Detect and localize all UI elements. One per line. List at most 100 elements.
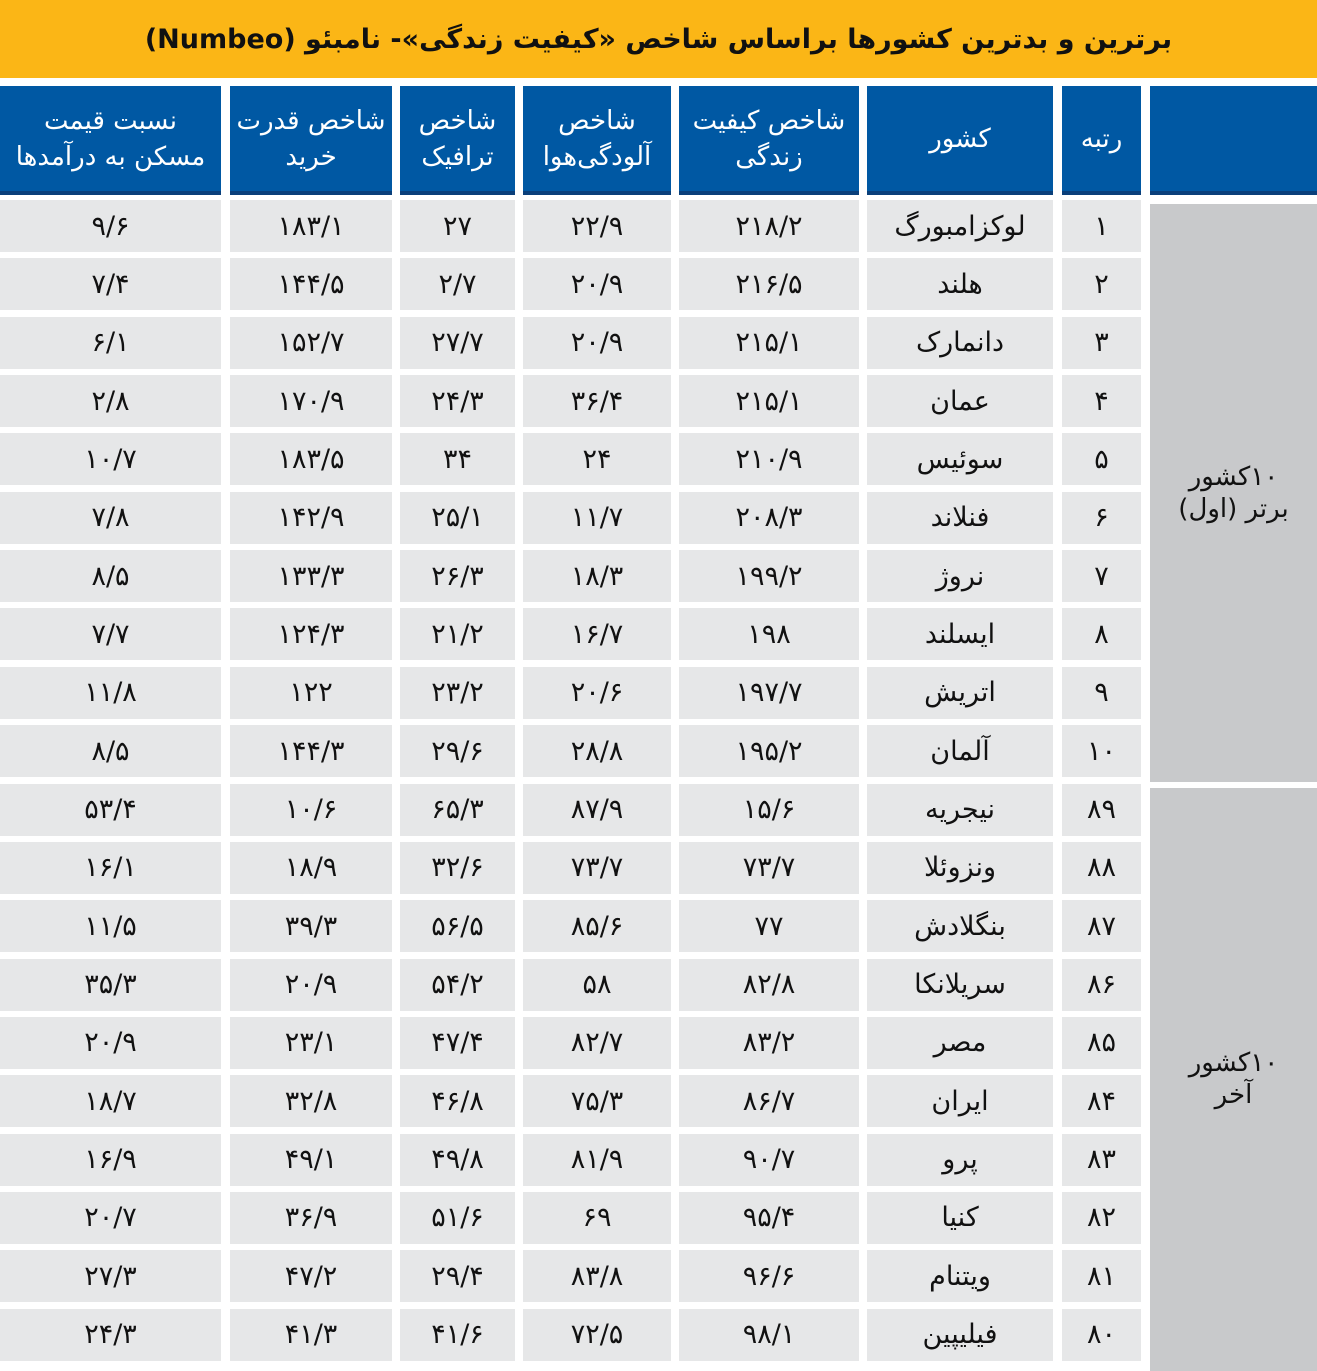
cell-pollution: ۱۱/۷ xyxy=(523,492,671,544)
cell-quality-of-life: ۲۱۰/۹ xyxy=(679,433,859,485)
group-label: ۱۰کشور آخر xyxy=(1150,788,1317,1371)
cell-rank: ۷ xyxy=(1062,550,1141,602)
cell-rank: ۴ xyxy=(1062,375,1141,427)
cell-rank: ۸۶ xyxy=(1062,959,1141,1011)
cell-traffic: ۲۷ xyxy=(400,200,515,252)
cell-pollution: ۸۱/۹ xyxy=(523,1134,671,1186)
cell-traffic: ۴۶/۸ xyxy=(400,1075,515,1127)
cell-quality-of-life: ۷۳/۷ xyxy=(679,842,859,894)
cell-price-to-income: ۷/۸ xyxy=(0,492,221,544)
cell-price-to-income: ۵۳/۴ xyxy=(0,784,221,836)
cell-traffic: ۲۴/۳ xyxy=(400,375,515,427)
cell-rank: ۶ xyxy=(1062,492,1141,544)
cell-quality-of-life: ۱۹۵/۲ xyxy=(679,725,859,777)
cell-traffic: ۲۳/۲ xyxy=(400,667,515,719)
cell-price-to-income: ۱۸/۷ xyxy=(0,1075,221,1127)
cell-traffic: ۳۲/۶ xyxy=(400,842,515,894)
cell-price-to-income: ۲۰/۷ xyxy=(0,1192,221,1244)
cell-quality-of-life: ۲۱۸/۲ xyxy=(679,200,859,252)
cell-purchasing-power: ۱۴۴/۵ xyxy=(230,258,392,310)
cell-quality-of-life: ۲۱۵/۱ xyxy=(679,317,859,369)
cell-country: ونزوئلا xyxy=(867,842,1053,894)
cell-pollution: ۷۲/۵ xyxy=(523,1309,671,1361)
cell-rank: ۸۳ xyxy=(1062,1134,1141,1186)
cell-quality-of-life: ۹۵/۴ xyxy=(679,1192,859,1244)
header-pollution: شاخص آلودگی‌هوا xyxy=(523,86,671,195)
cell-country: اتریش xyxy=(867,667,1053,719)
cell-quality-of-life: ۹۰/۷ xyxy=(679,1134,859,1186)
cell-country: نیجریه xyxy=(867,784,1053,836)
cell-purchasing-power: ۱۷۰/۹ xyxy=(230,375,392,427)
cell-traffic: ۲۱/۲ xyxy=(400,608,515,660)
cell-pollution: ۲۰/۹ xyxy=(523,258,671,310)
cell-traffic: ۲/۷ xyxy=(400,258,515,310)
cell-pollution: ۱۶/۷ xyxy=(523,608,671,660)
cell-purchasing-power: ۱۲۴/۳ xyxy=(230,608,392,660)
cell-purchasing-power: ۳۶/۹ xyxy=(230,1192,392,1244)
cell-rank: ۸۸ xyxy=(1062,842,1141,894)
cell-country: ویتنام xyxy=(867,1250,1053,1302)
cell-purchasing-power: ۴۱/۳ xyxy=(230,1309,392,1361)
cell-rank: ۸۲ xyxy=(1062,1192,1141,1244)
cell-country: آلمان xyxy=(867,725,1053,777)
cell-pollution: ۲۲/۹ xyxy=(523,200,671,252)
cell-country: سریلانکا xyxy=(867,959,1053,1011)
header-country: کشور xyxy=(867,86,1053,195)
cell-pollution: ۲۸/۸ xyxy=(523,725,671,777)
cell-traffic: ۲۹/۶ xyxy=(400,725,515,777)
cell-purchasing-power: ۱۳۳/۳ xyxy=(230,550,392,602)
cell-rank: ۲ xyxy=(1062,258,1141,310)
header-purchasing-power: شاخص قدرت خرید xyxy=(230,86,392,195)
cell-pollution: ۸۵/۶ xyxy=(523,900,671,952)
cell-price-to-income: ۲۴/۳ xyxy=(0,1309,221,1361)
cell-pollution: ۶۹ xyxy=(523,1192,671,1244)
cell-pollution: ۵۸ xyxy=(523,959,671,1011)
cell-traffic: ۲۶/۳ xyxy=(400,550,515,602)
cell-price-to-income: ۲/۸ xyxy=(0,375,221,427)
cell-traffic: ۵۱/۶ xyxy=(400,1192,515,1244)
cell-purchasing-power: ۱۲۲ xyxy=(230,667,392,719)
cell-price-to-income: ۷/۷ xyxy=(0,608,221,660)
cell-traffic: ۴۷/۴ xyxy=(400,1017,515,1069)
cell-purchasing-power: ۱۸۳/۱ xyxy=(230,200,392,252)
cell-purchasing-power: ۱۵۲/۷ xyxy=(230,317,392,369)
cell-country: بنگلادش xyxy=(867,900,1053,952)
cell-rank: ۸ xyxy=(1062,608,1141,660)
cell-quality-of-life: ۸۳/۲ xyxy=(679,1017,859,1069)
cell-price-to-income: ۷/۴ xyxy=(0,258,221,310)
cell-pollution: ۲۰/۶ xyxy=(523,667,671,719)
cell-quality-of-life: ۲۱۵/۱ xyxy=(679,375,859,427)
cell-purchasing-power: ۱۸۳/۵ xyxy=(230,433,392,485)
cell-quality-of-life: ۹۸/۱ xyxy=(679,1309,859,1361)
header-traffic: شاخص ترافیک xyxy=(400,86,515,195)
cell-rank: ۹ xyxy=(1062,667,1141,719)
cell-purchasing-power: ۱۸/۹ xyxy=(230,842,392,894)
cell-price-to-income: ۸/۵ xyxy=(0,550,221,602)
group-label: ۱۰کشور برتر (اول) xyxy=(1150,204,1317,782)
cell-traffic: ۵۶/۵ xyxy=(400,900,515,952)
cell-country: مصر xyxy=(867,1017,1053,1069)
cell-quality-of-life: ۱۹۷/۷ xyxy=(679,667,859,719)
cell-price-to-income: ۲۰/۹ xyxy=(0,1017,221,1069)
cell-rank: ۳ xyxy=(1062,317,1141,369)
cell-price-to-income: ۱۰/۷ xyxy=(0,433,221,485)
cell-rank: ۸۹ xyxy=(1062,784,1141,836)
cell-country: سوئیس xyxy=(867,433,1053,485)
cell-quality-of-life: ۹۶/۶ xyxy=(679,1250,859,1302)
cell-pollution: ۸۷/۹ xyxy=(523,784,671,836)
cell-rank: ۵ xyxy=(1062,433,1141,485)
cell-rank: ۸۴ xyxy=(1062,1075,1141,1127)
cell-pollution: ۸۳/۸ xyxy=(523,1250,671,1302)
cell-rank: ۸۷ xyxy=(1062,900,1141,952)
header-quality-of-life: شاخص کیفیت زندگی xyxy=(679,86,859,195)
cell-country: ایسلند xyxy=(867,608,1053,660)
cell-rank: ۱۰ xyxy=(1062,725,1141,777)
header-rank: رتبه xyxy=(1062,86,1141,195)
cell-pollution: ۱۸/۳ xyxy=(523,550,671,602)
cell-rank: ۱ xyxy=(1062,200,1141,252)
cell-purchasing-power: ۴۷/۲ xyxy=(230,1250,392,1302)
cell-purchasing-power: ۱۰/۶ xyxy=(230,784,392,836)
cell-price-to-income: ۱۶/۱ xyxy=(0,842,221,894)
cell-quality-of-life: ۲۰۸/۳ xyxy=(679,492,859,544)
cell-country: فیلیپین xyxy=(867,1309,1053,1361)
